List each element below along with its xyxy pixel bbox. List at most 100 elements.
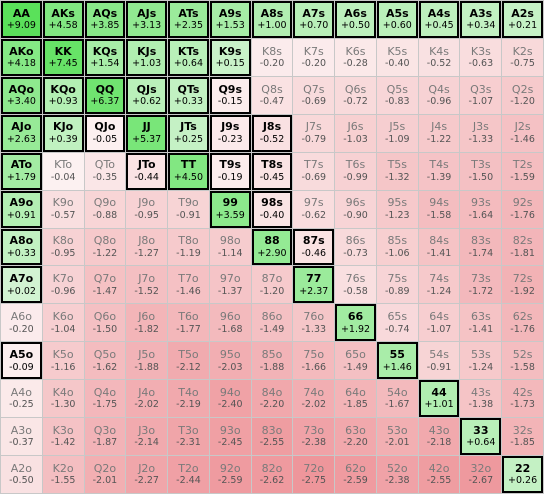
hand-cell[interactable]: 62o -2.59 <box>335 456 376 493</box>
hand-cell[interactable]: QJo -0.05 <box>84 114 126 152</box>
hand-cell[interactable]: 88 +2.90 <box>251 228 293 266</box>
hand-cell[interactable]: J5o -1.88 <box>126 342 168 380</box>
hand-cell[interactable]: A5o -0.09 <box>1 342 42 380</box>
hand-cell[interactable]: A9s +1.53 <box>209 1 251 38</box>
hand-cell[interactable]: AQo +3.40 <box>1 76 42 114</box>
hand-cell[interactable]: 82s -1.81 <box>502 228 543 266</box>
hand-cell[interactable]: 53s -1.24 <box>460 342 502 380</box>
hand-cell[interactable]: J2o -2.27 <box>126 456 168 493</box>
hand-cell[interactable]: 32o -2.67 <box>460 456 502 493</box>
hand-cell[interactable]: K2o -1.55 <box>42 456 84 493</box>
hand-cell[interactable]: 82o -2.62 <box>251 456 293 493</box>
hand-cell[interactable]: 77 +2.37 <box>293 266 335 304</box>
hand-cell[interactable]: Q3o -1.87 <box>84 418 126 456</box>
hand-cell[interactable]: K7s -0.20 <box>293 38 335 76</box>
hand-cell[interactable]: Q6s -0.72 <box>335 76 376 114</box>
hand-cell[interactable]: AJo +2.63 <box>1 114 42 152</box>
hand-cell[interactable]: TT +4.50 <box>168 152 209 190</box>
hand-cell[interactable]: T2s -1.59 <box>502 152 543 190</box>
hand-cell[interactable]: J5s -1.09 <box>376 114 418 152</box>
hand-cell[interactable]: Q8o -1.22 <box>84 228 126 266</box>
hand-cell[interactable]: 66 +1.92 <box>335 304 376 342</box>
hand-cell[interactable]: 72s -1.92 <box>502 266 543 304</box>
hand-cell[interactable]: J4o -2.02 <box>126 380 168 418</box>
hand-cell[interactable]: 94s -1.58 <box>418 190 460 228</box>
hand-cell[interactable]: A8o +0.33 <box>1 228 42 266</box>
hand-cell[interactable]: J3s -1.33 <box>460 114 502 152</box>
hand-cell[interactable]: Q5s -0.83 <box>376 76 418 114</box>
hand-cell[interactable]: T4o -2.19 <box>168 380 209 418</box>
hand-cell[interactable]: T2o -2.44 <box>168 456 209 493</box>
hand-cell[interactable]: K2s -0.75 <box>502 38 543 76</box>
hand-cell[interactable]: T8s -0.45 <box>251 152 293 190</box>
hand-cell[interactable]: 99 +3.59 <box>209 190 251 228</box>
hand-cell[interactable]: QTs +0.33 <box>168 76 209 114</box>
hand-cell[interactable]: A4s +0.45 <box>418 1 460 38</box>
hand-cell[interactable]: K3s -0.63 <box>460 38 502 76</box>
hand-cell[interactable]: Q4o -1.75 <box>84 380 126 418</box>
hand-cell[interactable]: 74s -1.24 <box>418 266 460 304</box>
hand-cell[interactable]: T7o -1.46 <box>168 266 209 304</box>
hand-cell[interactable]: 85o -1.88 <box>251 342 293 380</box>
hand-cell[interactable]: Q6o -1.50 <box>84 304 126 342</box>
hand-cell[interactable]: KQo +0.93 <box>42 76 84 114</box>
hand-cell[interactable]: K5s -0.40 <box>376 38 418 76</box>
hand-cell[interactable]: T7s -0.69 <box>293 152 335 190</box>
hand-cell[interactable]: Q3s -1.07 <box>460 76 502 114</box>
hand-cell[interactable]: K6s -0.28 <box>335 38 376 76</box>
hand-cell[interactable]: QJs +0.62 <box>126 76 168 114</box>
hand-cell[interactable]: J4s -1.22 <box>418 114 460 152</box>
hand-cell[interactable]: 54o -1.67 <box>376 380 418 418</box>
hand-cell[interactable]: A6o -0.20 <box>1 304 42 342</box>
hand-cell[interactable]: A9o +0.91 <box>1 190 42 228</box>
hand-cell[interactable]: 64s -1.07 <box>418 304 460 342</box>
hand-cell[interactable]: 97o -1.37 <box>209 266 251 304</box>
hand-cell[interactable]: 52s -1.58 <box>502 342 543 380</box>
hand-cell[interactable]: A2s +0.21 <box>502 1 543 38</box>
hand-cell[interactable]: 75o -1.66 <box>293 342 335 380</box>
hand-cell[interactable]: K4o -1.30 <box>42 380 84 418</box>
hand-cell[interactable]: 96o -1.68 <box>209 304 251 342</box>
hand-cell[interactable]: QQ +6.37 <box>84 76 126 114</box>
hand-cell[interactable]: JTs +0.25 <box>168 114 209 152</box>
hand-cell[interactable]: 44 +1.01 <box>418 380 460 418</box>
hand-cell[interactable]: KQs +1.54 <box>84 38 126 76</box>
hand-cell[interactable]: 76o -1.33 <box>293 304 335 342</box>
hand-cell[interactable]: KTs +0.64 <box>168 38 209 76</box>
hand-cell[interactable]: J9o -0.95 <box>126 190 168 228</box>
hand-cell[interactable]: 93o -2.45 <box>209 418 251 456</box>
hand-cell[interactable]: AJs +3.13 <box>126 1 168 38</box>
hand-cell[interactable]: J2s -1.46 <box>502 114 543 152</box>
hand-cell[interactable]: 63o -2.20 <box>335 418 376 456</box>
hand-cell[interactable]: Q7o -1.47 <box>84 266 126 304</box>
hand-cell[interactable]: K9s +0.15 <box>209 38 251 76</box>
hand-cell[interactable]: QTo -0.35 <box>84 152 126 190</box>
hand-cell[interactable]: T5s -1.32 <box>376 152 418 190</box>
hand-cell[interactable]: A4o -0.25 <box>1 380 42 418</box>
hand-cell[interactable]: 95o -2.03 <box>209 342 251 380</box>
hand-cell[interactable]: J8s -0.52 <box>251 114 293 152</box>
hand-cell[interactable]: 83o -2.55 <box>251 418 293 456</box>
hand-cell[interactable]: AKs +4.58 <box>42 1 84 38</box>
hand-cell[interactable]: KJo +0.39 <box>42 114 84 152</box>
hand-cell[interactable]: 22 +0.26 <box>502 456 543 493</box>
hand-cell[interactable]: 95s -1.23 <box>376 190 418 228</box>
hand-cell[interactable]: 97s -0.62 <box>293 190 335 228</box>
hand-cell[interactable]: K8o -0.95 <box>42 228 84 266</box>
hand-cell[interactable]: 74o -2.02 <box>293 380 335 418</box>
hand-cell[interactable]: 85s -1.06 <box>376 228 418 266</box>
hand-cell[interactable]: K3o -1.42 <box>42 418 84 456</box>
hand-cell[interactable]: AQs +3.85 <box>84 1 126 38</box>
hand-cell[interactable]: 84s -1.41 <box>418 228 460 266</box>
hand-cell[interactable]: A8s +1.00 <box>251 1 293 38</box>
hand-cell[interactable]: K9o -0.57 <box>42 190 84 228</box>
hand-cell[interactable]: 94o -2.40 <box>209 380 251 418</box>
hand-cell[interactable]: AKo +4.18 <box>1 38 42 76</box>
hand-cell[interactable]: KTo -0.04 <box>42 152 84 190</box>
hand-cell[interactable]: KJs +1.03 <box>126 38 168 76</box>
hand-cell[interactable]: K7o -0.96 <box>42 266 84 304</box>
hand-cell[interactable]: 33 +0.64 <box>460 418 502 456</box>
hand-cell[interactable]: 53o -2.01 <box>376 418 418 456</box>
hand-cell[interactable]: T6s -0.99 <box>335 152 376 190</box>
hand-cell[interactable]: J3o -2.14 <box>126 418 168 456</box>
